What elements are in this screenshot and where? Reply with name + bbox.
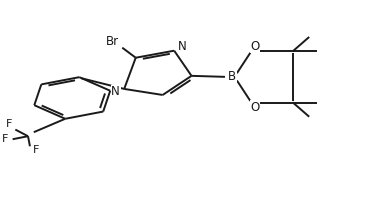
- Text: B: B: [228, 70, 236, 83]
- Text: F: F: [32, 145, 39, 155]
- Text: F: F: [5, 119, 12, 129]
- Text: N: N: [178, 40, 187, 53]
- Text: O: O: [250, 101, 260, 114]
- Text: F: F: [2, 134, 8, 144]
- Text: Br: Br: [106, 35, 119, 48]
- Text: N: N: [112, 85, 120, 99]
- Text: O: O: [250, 40, 260, 53]
